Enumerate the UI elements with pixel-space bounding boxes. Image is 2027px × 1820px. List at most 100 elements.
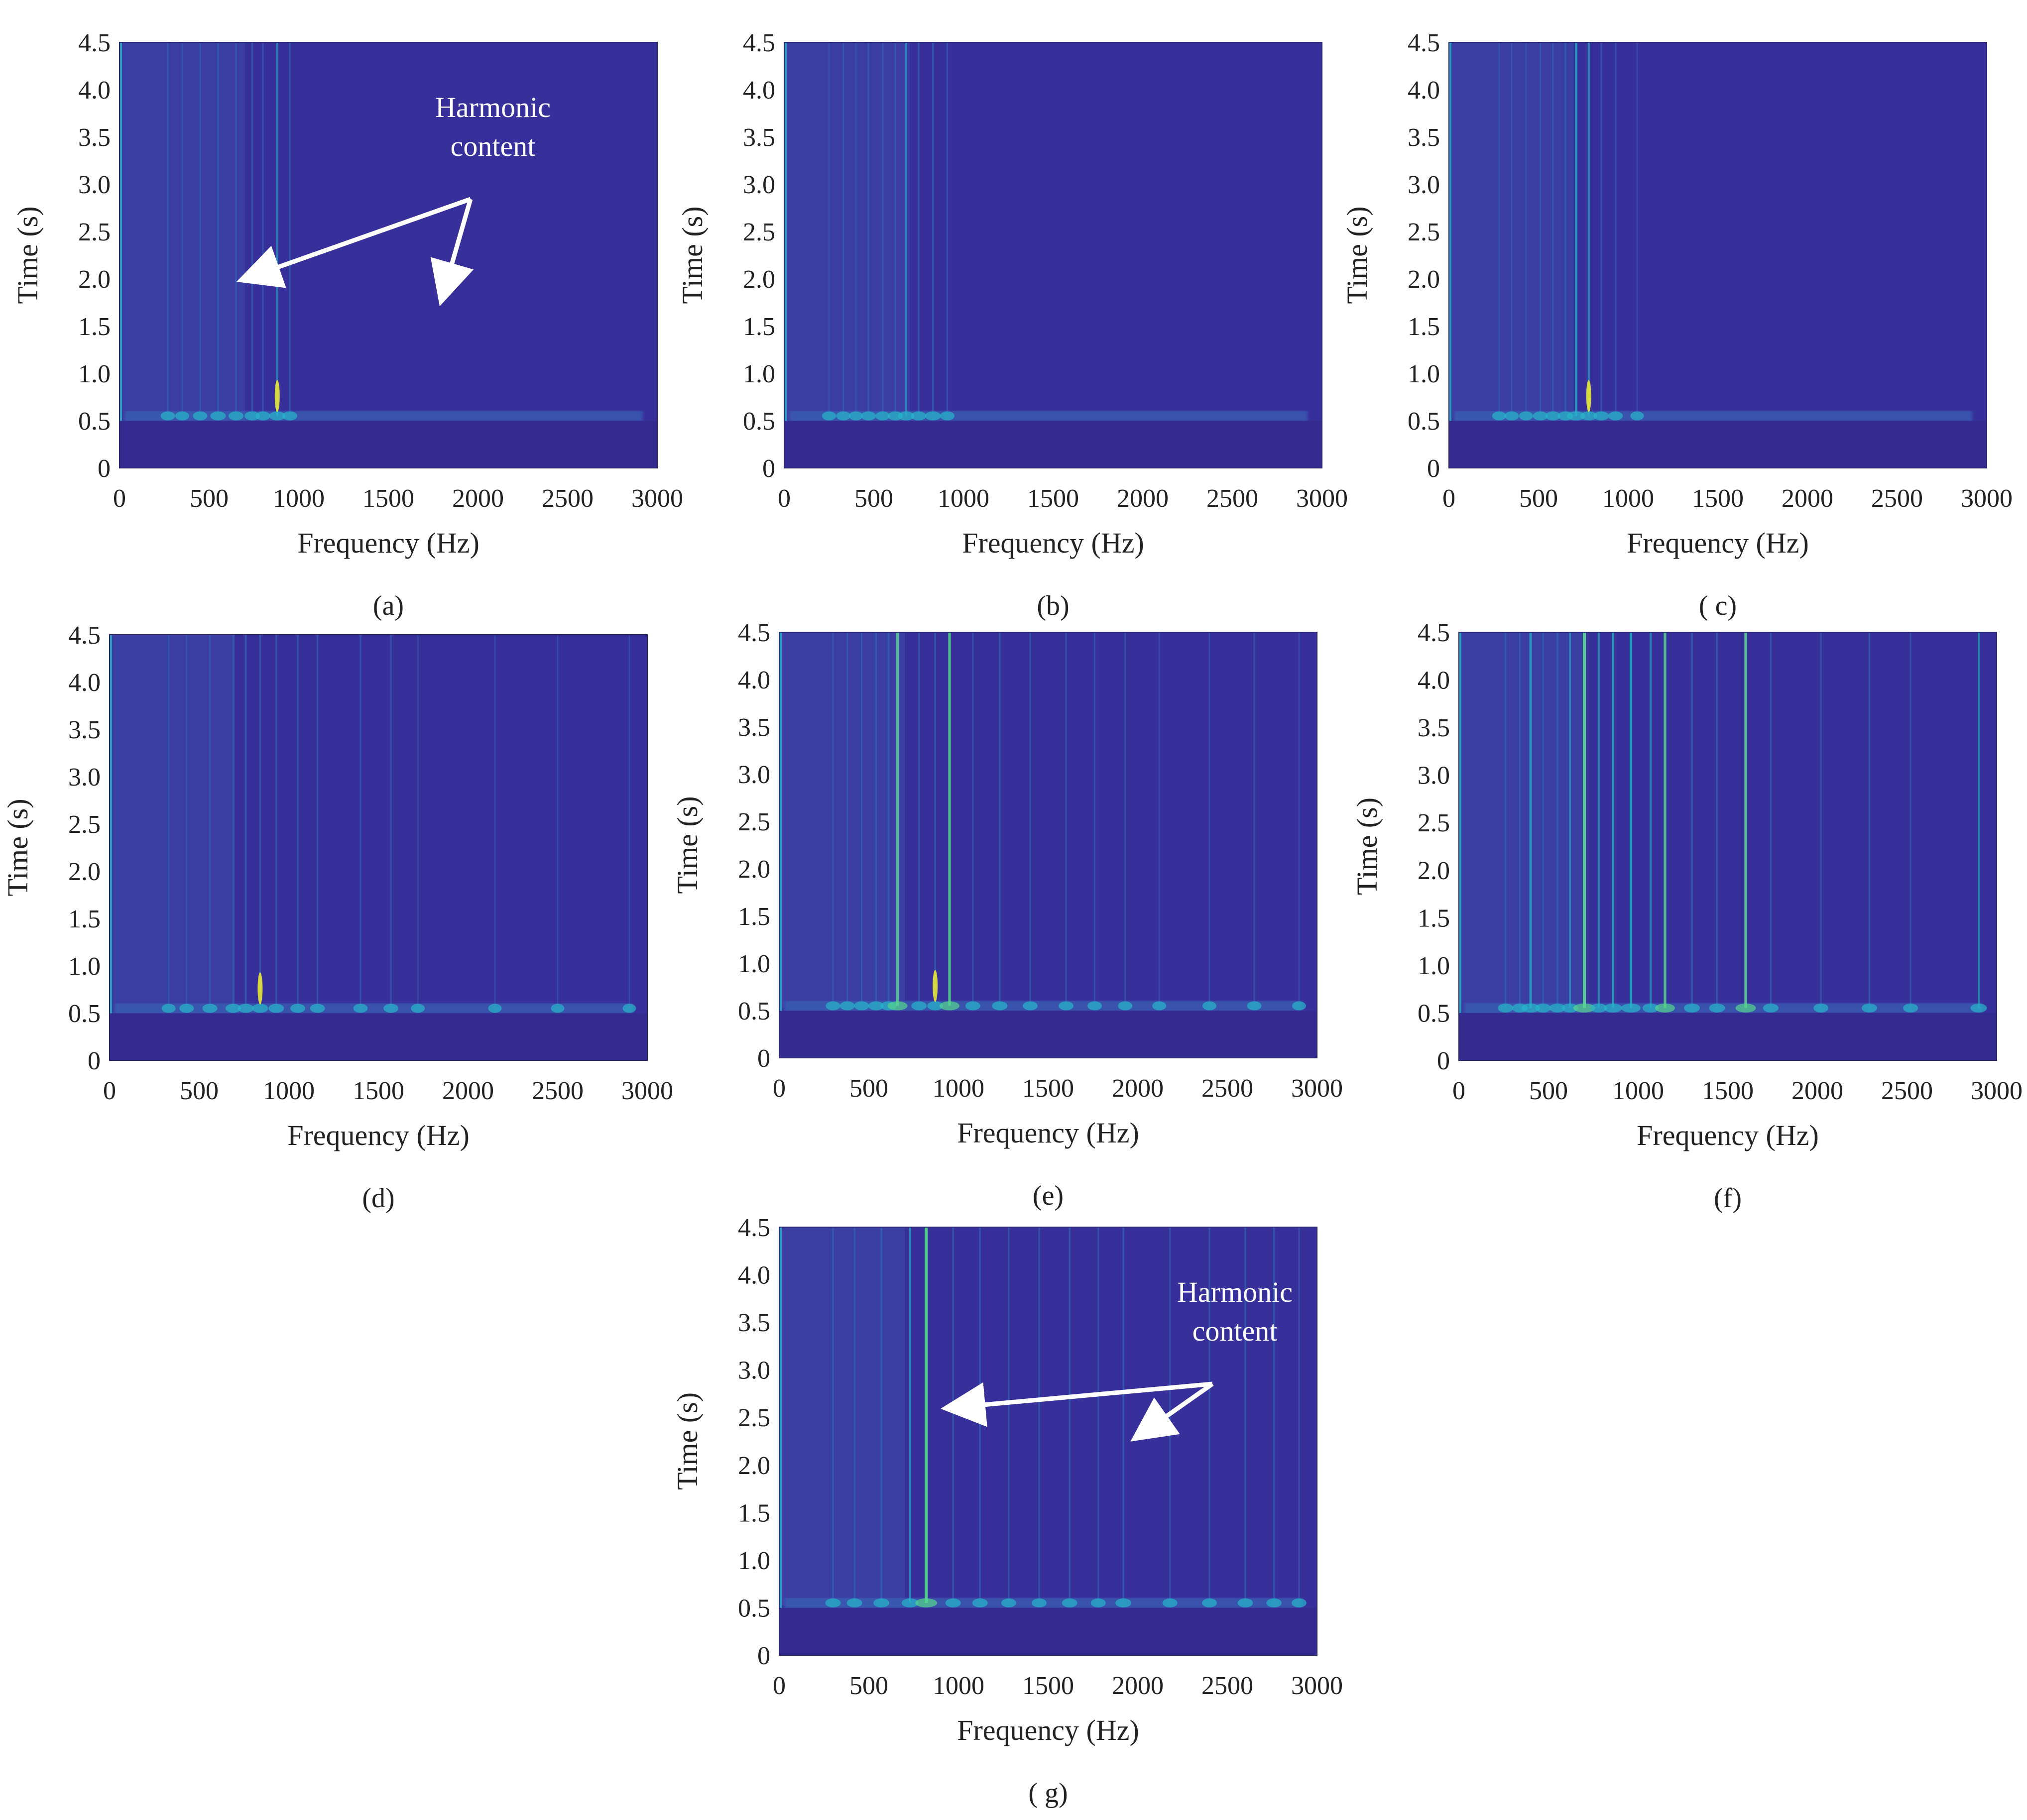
harmonic-onset-blob <box>1642 1003 1659 1013</box>
y-tick-label: 2.0 <box>78 265 111 294</box>
plot-frame <box>779 632 1317 1058</box>
y-axis-label: Time (s) <box>671 796 704 894</box>
y-tick-label: 0.5 <box>78 407 111 436</box>
y-tick-label: 4.5 <box>1408 29 1440 57</box>
y-tick-label: 4.0 <box>68 669 101 697</box>
harmonic-onset-blob <box>1115 1598 1132 1607</box>
x-tick-label: 500 <box>190 484 229 513</box>
harmonic-onset-blob <box>854 1001 869 1011</box>
y-tick-label: 2.5 <box>1418 809 1450 837</box>
x-tick-label: 2000 <box>1112 1074 1164 1103</box>
dc-line <box>110 635 112 1060</box>
x-axis-label: Frequency (Hz) <box>287 1119 470 1151</box>
pre-onset-region <box>1459 1013 1997 1060</box>
harmonic-onset-blob <box>1813 1003 1829 1013</box>
x-tick-label: 2500 <box>1881 1077 1933 1105</box>
y-tick-label: 1.0 <box>68 952 101 981</box>
x-tick-label: 2500 <box>1871 484 1923 513</box>
harmonic-onset-blob <box>193 411 208 421</box>
x-tick-label: 0 <box>103 1077 116 1105</box>
harmonic-onset-blob <box>1202 1598 1217 1607</box>
y-tick-label: 2.0 <box>738 855 770 884</box>
harmonic-onset-blob <box>915 1598 938 1607</box>
harmonic-onset-blob <box>1266 1598 1282 1607</box>
y-tick-label: 0 <box>762 455 775 483</box>
y-tick-label: 0 <box>88 1047 101 1075</box>
y-tick-label: 3.5 <box>78 123 111 152</box>
y-tick-label: 0.5 <box>1418 999 1450 1027</box>
harmonic-onset-blob <box>1202 1001 1216 1011</box>
harmonic-onset-blob <box>887 1001 908 1011</box>
y-tick-label: 3.0 <box>738 761 770 789</box>
y-tick-label: 3.0 <box>68 763 101 792</box>
harmonic-onset-blob <box>1566 411 1586 421</box>
x-tick-label: 1000 <box>1612 1077 1664 1105</box>
pre-onset-region <box>784 421 1322 468</box>
harmonic-onset-blob <box>1162 1598 1178 1607</box>
x-tick-label: 1000 <box>938 484 989 513</box>
harmonic-onset-blob <box>972 1598 988 1607</box>
y-tick-label: 2.5 <box>738 1404 770 1432</box>
annotation-arrow <box>941 1381 1213 1427</box>
plot-background <box>779 632 1317 1058</box>
y-tick-label: 2.0 <box>68 858 101 886</box>
harmonic-onset-blob <box>252 1004 268 1013</box>
x-tick-label: 1500 <box>1692 484 1744 513</box>
y-tick-label: 3.5 <box>1418 714 1450 742</box>
harmonic-onset-blob <box>488 1004 502 1013</box>
y-tick-label: 2.5 <box>738 808 770 836</box>
y-tick-label: 3.0 <box>743 171 775 199</box>
harmonic-onset-blob <box>1504 411 1519 421</box>
plot-background <box>119 42 657 468</box>
y-tick-label: 0 <box>98 455 111 483</box>
y-tick-label: 3.5 <box>743 123 775 152</box>
harmonic-onset-blob <box>1247 1001 1262 1011</box>
harmonic-onset-blob <box>1059 1001 1073 1011</box>
panel-caption: (e) <box>1033 1180 1064 1211</box>
harmonic-onset-blob <box>911 411 927 421</box>
x-tick-label: 0 <box>773 1074 786 1103</box>
dc-line <box>1459 632 1461 1060</box>
harmonic-onset-blob <box>836 411 851 421</box>
low-frequency-noise <box>779 632 905 1058</box>
x-tick-label: 1000 <box>1602 484 1654 513</box>
harmonic-onset-blob <box>873 1598 890 1607</box>
harmonic-onset-blob <box>1590 1003 1607 1013</box>
y-tick-label: 1.0 <box>1418 952 1450 980</box>
dc-line <box>1449 42 1451 468</box>
y-tick-label: 1.0 <box>1408 360 1440 388</box>
panel-caption: ( c) <box>1699 590 1737 621</box>
y-tick-label: 3.5 <box>738 713 770 742</box>
y-axis-label: Time (s) <box>1351 797 1383 895</box>
y-axis-label: Time (s) <box>1 798 34 896</box>
annotation-arrow <box>430 198 474 307</box>
plot-background <box>784 42 1322 468</box>
x-tick-label: 2500 <box>532 1077 584 1105</box>
harmonic-onset-blob <box>229 411 243 421</box>
plot-background <box>779 1227 1317 1655</box>
spectrogram-panel-2: 0 0.5 1.0 1.5 2.0 2.5 3.0 3.5 4.0 4.5 0 500 1000 1500… <box>676 29 1348 621</box>
y-tick-label: 0 <box>1437 1047 1450 1075</box>
x-tick-label: 2000 <box>1782 484 1833 513</box>
harmonic-onset-blob <box>1023 1001 1038 1011</box>
harmonic-onset-blob <box>1492 411 1506 421</box>
harmonic-onset-blob <box>160 411 175 421</box>
panel-caption: (b) <box>1037 590 1069 621</box>
y-tick-label: 3.5 <box>738 1309 770 1337</box>
x-tick-label: 2500 <box>1201 1074 1253 1103</box>
y-axis-label: Time (s) <box>676 206 709 304</box>
y-tick-label: 4.5 <box>68 621 101 650</box>
plot-frame <box>784 42 1322 468</box>
x-axis-label: Frequency (Hz) <box>962 527 1144 559</box>
x-tick-label: 1500 <box>353 1077 404 1105</box>
y-tick-label: 2.5 <box>78 218 111 246</box>
x-tick-label: 500 <box>854 484 893 513</box>
y-tick-label: 0.5 <box>738 997 770 1025</box>
harmonic-onset-blob <box>868 1001 884 1011</box>
y-tick-label: 2.0 <box>1418 857 1450 885</box>
harmonic-peak <box>933 970 938 1002</box>
harmonic-onset-blob <box>839 1001 855 1011</box>
x-tick-label: 3000 <box>1291 1672 1343 1700</box>
harmonic-onset-blob <box>1970 1003 1987 1013</box>
annotation-text-line2: content <box>1192 1315 1278 1347</box>
